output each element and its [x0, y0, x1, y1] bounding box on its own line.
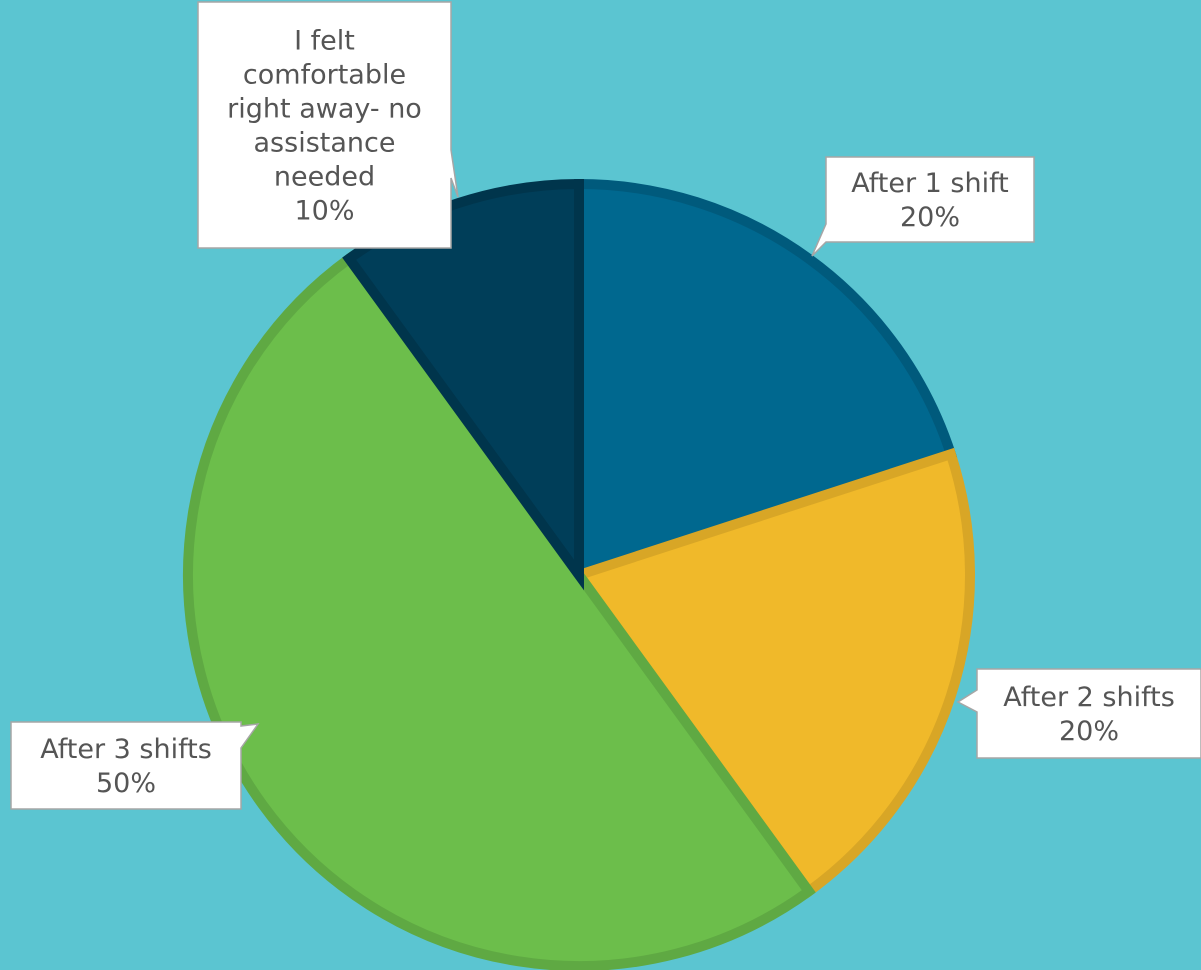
- callout-label: comfortable: [243, 60, 406, 91]
- callout-percent: 20%: [900, 202, 960, 233]
- callout-label: After 1 shift: [851, 168, 1008, 199]
- callout-label: After 2 shifts: [1003, 682, 1175, 713]
- callout-percent: 20%: [1059, 716, 1119, 747]
- callout-box: [956, 668, 1201, 759]
- callout-label: I felt: [294, 26, 355, 57]
- pie-slices: [183, 178, 975, 970]
- pie-slice-after-3-shifts: [183, 251, 816, 970]
- callout-percent: 50%: [96, 768, 156, 799]
- callout-label: needed: [274, 162, 375, 193]
- callout-box: [197, 1, 459, 249]
- callout-label: right away- no: [227, 94, 422, 125]
- callout-box: [10, 721, 260, 810]
- callout-box: [811, 156, 1035, 257]
- pie-slice-after-1-shift: [574, 178, 958, 582]
- callout-label: After 3 shifts: [40, 734, 212, 765]
- callout-percent: 10%: [294, 196, 354, 227]
- pie-slice-after-2-shifts: [570, 447, 975, 899]
- callout-label: assistance: [254, 128, 396, 159]
